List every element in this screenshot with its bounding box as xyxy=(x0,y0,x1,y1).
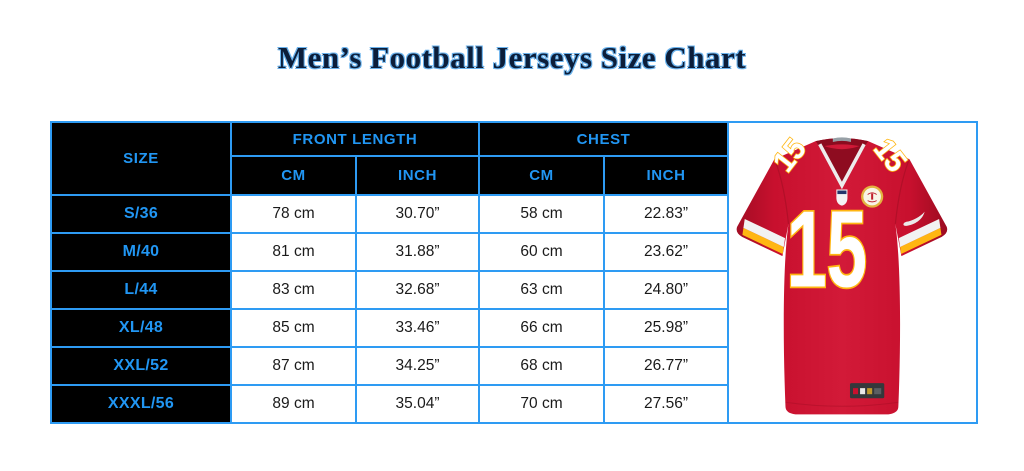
hem-seam xyxy=(785,401,899,407)
cell-chest-cm: 63 cm xyxy=(478,270,606,311)
column-header-size: SIZE xyxy=(50,120,232,197)
row-size-label: L/44 xyxy=(50,270,232,311)
cell-chest-inch: 27.56” xyxy=(603,384,730,425)
cell-front-inch: 30.70” xyxy=(354,194,481,235)
cell-front-cm: 85 cm xyxy=(230,308,357,349)
column-header-front-inch: INCH xyxy=(354,155,481,197)
page-title: Men’s Football Jerseys Size Chart xyxy=(277,40,747,75)
table-row-xxxl56: XXXL/56 89 cm 35.04” 70 cm 27.56” xyxy=(50,384,977,425)
vneck-inner-shadow xyxy=(821,145,863,184)
cell-front-cm: 83 cm xyxy=(230,270,357,311)
jersey-chest-number: 15 xyxy=(786,188,867,310)
cell-chest-cm: 68 cm xyxy=(478,346,606,387)
championship-patch xyxy=(861,185,884,208)
jersey-body xyxy=(736,138,948,415)
cell-chest-inch: 23.62” xyxy=(603,232,730,273)
header-row-groups: SIZE FRONT LENGTH CHEST xyxy=(50,120,979,425)
table-row-s36: S/36 78 cm 30.70” 58 cm 22.83” xyxy=(50,194,977,235)
right-armhole-seam xyxy=(894,161,910,224)
row-size-label: S/36 xyxy=(50,194,232,235)
cell-chest-inch: 25.98” xyxy=(603,308,730,349)
cell-chest-inch: 24.80” xyxy=(603,270,730,311)
cell-front-inch: 35.04” xyxy=(354,384,481,425)
cell-front-cm: 78 cm xyxy=(230,194,357,235)
table-row-m40: M/40 81 cm 31.88” 60 cm 23.62” xyxy=(50,232,977,273)
nike-swoosh-icon xyxy=(903,211,925,226)
jersey-image-cell: 15 15 15 xyxy=(727,120,979,425)
right-sleeve-gold-stripe xyxy=(900,227,942,255)
cell-chest-inch: 26.77” xyxy=(603,346,730,387)
cell-front-cm: 89 cm xyxy=(230,384,357,425)
column-header-chest-inch: INCH xyxy=(603,155,730,197)
column-header-chest: CHEST xyxy=(478,120,730,158)
table-row-xl48: XL/48 85 cm 33.46” 66 cm 25.98” xyxy=(50,308,977,349)
cell-front-inch: 32.68” xyxy=(354,270,481,311)
cell-chest-cm: 58 cm xyxy=(478,194,606,235)
row-size-label: XXL/52 xyxy=(50,346,232,387)
header-row-units: CM INCH CM INCH xyxy=(51,155,977,197)
cell-front-inch: 31.88” xyxy=(354,232,481,273)
cell-front-inch: 34.25” xyxy=(354,346,481,387)
row-size-label: XXXL/56 xyxy=(50,384,232,425)
left-sleeve-gold-stripe xyxy=(742,227,784,255)
cell-front-cm: 81 cm xyxy=(230,232,357,273)
collar-gray-stripe xyxy=(832,137,852,142)
right-sleeve-white-stripe xyxy=(898,218,941,248)
left-sleeve-white-stripe xyxy=(743,218,786,248)
column-header-front-cm: CM xyxy=(230,155,357,197)
size-chart-table: SIZE FRONT LENGTH CHEST xyxy=(50,120,979,425)
table-row-l44: L/44 83 cm 32.68” 63 cm 24.80” xyxy=(50,270,977,311)
vneck-white-trim xyxy=(818,143,866,190)
cell-chest-inch: 22.83” xyxy=(603,194,730,235)
nfl-shield-logo xyxy=(836,189,848,206)
cell-chest-cm: 60 cm xyxy=(478,232,606,273)
cell-chest-cm: 70 cm xyxy=(478,384,606,425)
back-collar xyxy=(815,138,869,148)
cell-front-inch: 33.46” xyxy=(354,308,481,349)
column-header-front-length: FRONT LENGTH xyxy=(229,120,481,158)
row-size-label: M/40 xyxy=(50,232,232,273)
jersey-image: 15 15 15 xyxy=(736,132,948,415)
cell-chest-cm: 66 cm xyxy=(478,308,606,349)
column-header-chest-cm: CM xyxy=(478,155,606,197)
cell-front-cm: 87 cm xyxy=(230,346,357,387)
table-row-xxl52: XXL/52 87 cm 34.25” 68 cm 26.77” xyxy=(50,346,977,387)
jock-tag xyxy=(849,383,885,399)
left-armhole-seam xyxy=(774,161,790,224)
row-size-label: XL/48 xyxy=(50,308,232,349)
